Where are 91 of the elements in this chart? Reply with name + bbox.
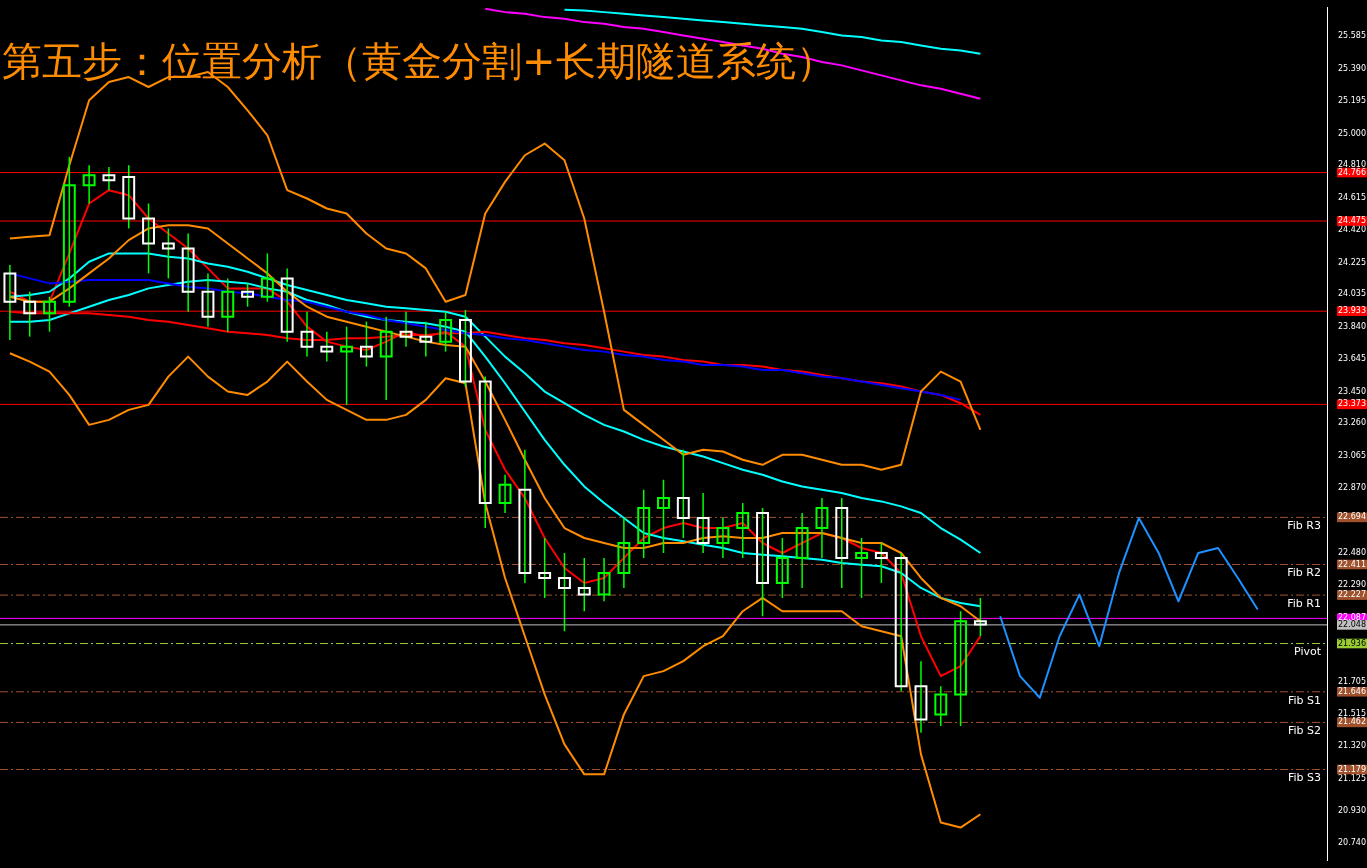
ref-line-label: Fib R1 [1287, 596, 1321, 610]
candlestick [973, 597, 987, 637]
y-tick-label: 24.420 [1338, 225, 1366, 235]
y-tick-label: 21.179 [1338, 764, 1366, 774]
y-tick-label: 22.694 [1338, 512, 1366, 522]
candlestick [379, 315, 393, 401]
y-tick-label: 24.475 [1338, 216, 1366, 226]
candlestick [439, 310, 453, 353]
candlestick [221, 277, 235, 333]
candlestick [478, 375, 492, 529]
y-tick-label: 25.585 [1338, 31, 1366, 41]
candlestick [498, 474, 512, 514]
y-tick-label: 20.740 [1338, 837, 1366, 847]
y-tick-label: 23.373 [1338, 399, 1366, 409]
ref-line-label: Fib S2 [1287, 724, 1321, 738]
candlestick [102, 166, 116, 191]
candlestick [558, 552, 571, 632]
y-tick-label: 24.035 [1338, 289, 1366, 299]
candlestick [320, 330, 334, 363]
candlestick [419, 320, 433, 358]
candlestick [300, 310, 314, 358]
candlestick [458, 309, 472, 388]
candlestick [43, 295, 56, 333]
ref-line-label: Fib S1 [1287, 693, 1321, 707]
candlestick [597, 557, 611, 602]
ref-line-label: Fib R3 [1287, 519, 1321, 533]
candlestick [815, 497, 829, 559]
candlestick [142, 202, 155, 275]
candlestick [538, 537, 552, 599]
ref-line-label: Fib S3 [1287, 771, 1321, 785]
candlestick [241, 282, 255, 308]
candlestick [161, 227, 175, 280]
ref-line-label: Fib R2 [1287, 566, 1321, 580]
candlestick [657, 479, 670, 554]
candlestick [260, 252, 274, 303]
y-tick-label: 22.227 [1338, 590, 1366, 600]
candlestick [696, 492, 710, 554]
candlestick [577, 557, 591, 612]
y-tick-label: 25.000 [1338, 128, 1366, 138]
candlestick [676, 449, 690, 539]
y-tick-label: 24.810 [1338, 160, 1366, 170]
y-tick-label: 21.462 [1338, 717, 1366, 727]
candlestick [82, 164, 96, 205]
candlestick [894, 552, 908, 692]
y-tick-label: 23.450 [1338, 386, 1366, 396]
candlestick [934, 685, 948, 727]
y-tick-label: 25.390 [1338, 63, 1366, 73]
candlestick [855, 537, 869, 599]
candlestick [795, 512, 809, 589]
y-tick-label: 22.870 [1338, 483, 1366, 493]
y-tick-label: 21.320 [1338, 741, 1366, 751]
candlestick [3, 264, 17, 341]
candlestick [181, 232, 195, 313]
candlestick [835, 497, 849, 589]
candlestick [954, 610, 968, 727]
candlestick [775, 537, 789, 599]
y-tick-label: 24.615 [1338, 192, 1366, 202]
y-tick-label: 21.705 [1338, 677, 1366, 687]
candlestick [340, 325, 354, 406]
y-tick-label: 21.646 [1338, 686, 1366, 696]
y-tick-label: 23.933 [1338, 306, 1366, 316]
candlestick [23, 290, 37, 338]
y-tick-label: 24.225 [1338, 257, 1366, 267]
candlestick [716, 517, 730, 559]
candlestick [874, 542, 888, 584]
y-tick-label: 22.480 [1338, 548, 1366, 558]
y-tick-label: 21.936 [1338, 638, 1366, 648]
y-tick-label: 22.290 [1338, 579, 1366, 589]
ref-line-label: Pivot [1293, 645, 1322, 659]
candlestick [359, 320, 373, 368]
y-tick-label: 23.065 [1338, 450, 1366, 460]
y-tick-label: 22.411 [1338, 559, 1366, 569]
candlestick [914, 660, 928, 734]
y-tick-label: 23.840 [1338, 321, 1366, 331]
y-tick-label: 23.645 [1338, 354, 1366, 364]
candlestick [62, 156, 76, 308]
candlestick [736, 502, 750, 559]
y-tick-label: 20.930 [1338, 806, 1366, 816]
candlestick [756, 507, 769, 617]
y-tick-label: 21.125 [1338, 773, 1366, 783]
candlestick [201, 272, 215, 328]
candlestick [122, 164, 136, 230]
y-tick-label: 23.260 [1338, 418, 1366, 428]
y-tick-label: 24.766 [1338, 167, 1366, 177]
y-tick-label: 25.195 [1338, 96, 1366, 106]
candlestick [617, 517, 631, 589]
candlestick [399, 310, 413, 348]
candlestick [280, 267, 294, 343]
y-tick-label: 21.515 [1338, 708, 1366, 718]
candlestick [518, 449, 532, 584]
candlestick [637, 489, 651, 559]
